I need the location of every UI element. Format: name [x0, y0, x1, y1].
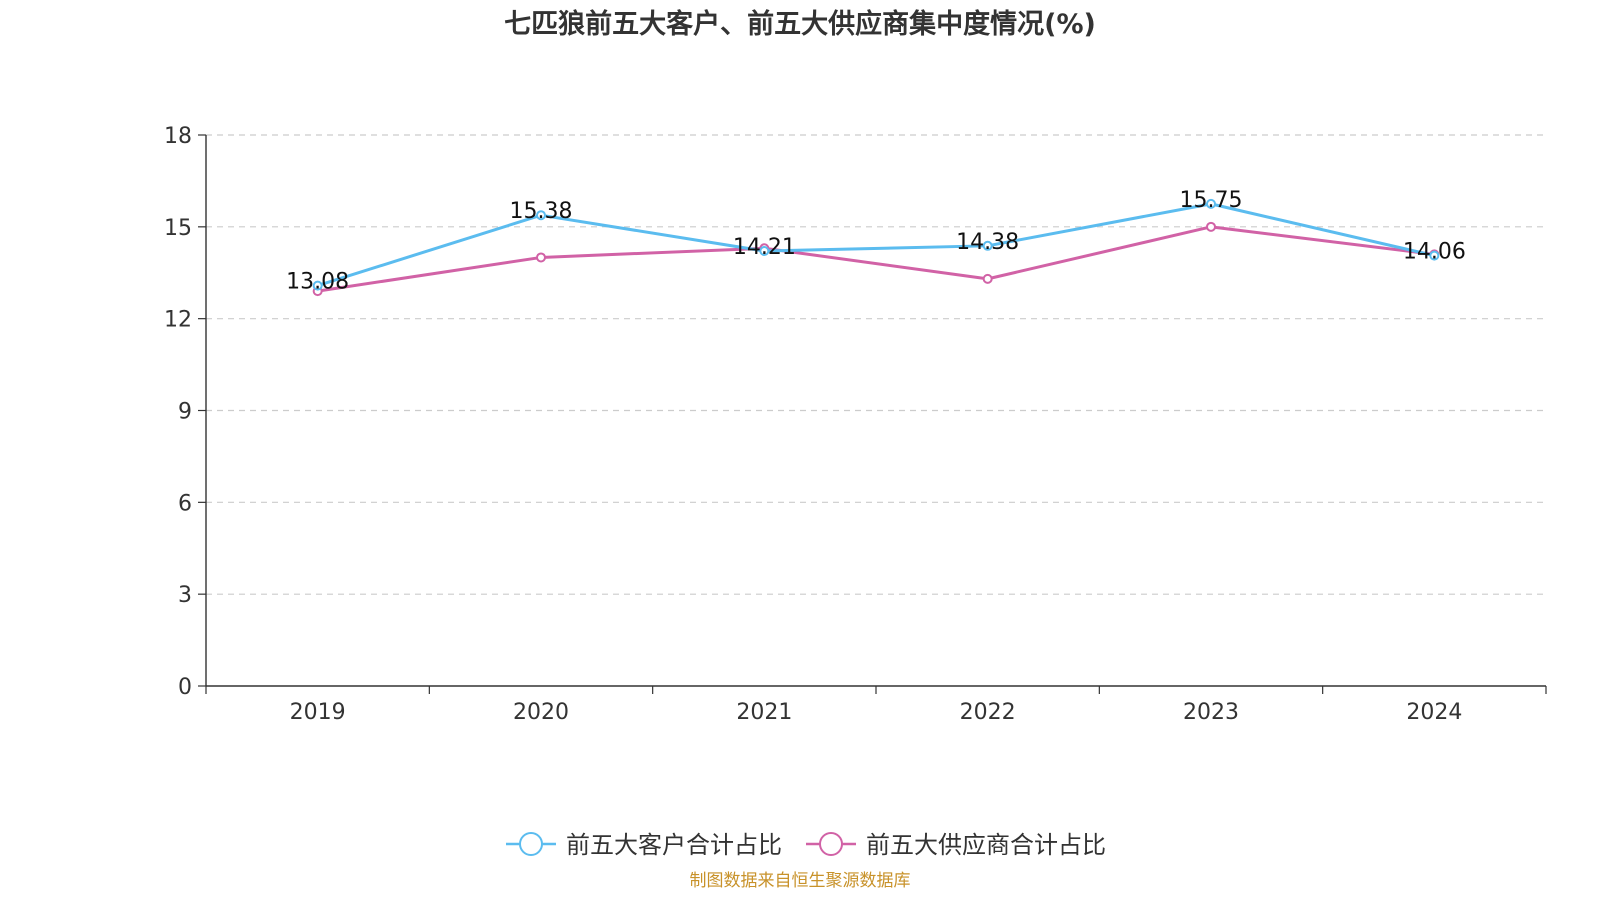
y-tick-label: 6: [178, 491, 192, 516]
legend-item[interactable]: 前五大供应商合计占比: [806, 831, 1106, 859]
data-point: [1429, 250, 1440, 261]
y-axis-ticks: 0 3 6 9 12 15 18: [164, 124, 192, 700]
legend-label: 前五大供应商合计占比: [866, 831, 1106, 859]
x-tick-label: 2024: [1406, 700, 1462, 725]
grid-lines: [206, 134, 1546, 595]
legend[interactable]: 前五大客户合计占比 前五大供应商合计占比: [506, 831, 1106, 859]
legend-item[interactable]: 前五大客户合计占比: [506, 831, 782, 859]
series-line: [317, 225, 1435, 293]
y-tick-label: 9: [178, 400, 192, 425]
y-tick-label: 0: [178, 675, 192, 700]
data-point: [536, 210, 546, 221]
x-tick-label: 2022: [960, 700, 1016, 725]
data-point: [982, 240, 993, 251]
x-tick-label: 2020: [513, 700, 569, 725]
data-point: [1206, 198, 1216, 209]
x-tick-label: 2019: [290, 700, 346, 725]
data-point: [312, 280, 323, 291]
data-label: 14.21: [733, 235, 796, 260]
series-line: [317, 202, 1435, 288]
data-point: [1206, 221, 1216, 232]
data-label: 13.08: [286, 270, 349, 295]
data-label: 15.38: [510, 199, 573, 224]
data-label: 14.06: [1403, 240, 1466, 265]
legend-marker-icon: [519, 832, 543, 856]
data-point: [759, 246, 770, 257]
x-axis-ticks: 2019 2020 2021 2022 2023 2024: [290, 700, 1463, 725]
data-point: [982, 273, 993, 284]
axes: [198, 134, 1547, 694]
y-tick-label: 12: [164, 308, 192, 333]
chart-title: 七匹狼前五大客户、前五大供应商集中度情况(%): [504, 8, 1096, 40]
data-labels: 13.08 15.38 14.21 14.38 15.75 14.06: [286, 188, 1466, 295]
data-label: 15.75: [1180, 188, 1243, 213]
x-tick-label: 2023: [1183, 700, 1239, 725]
x-tick-label: 2021: [736, 700, 792, 725]
legend-label: 前五大客户合计占比: [566, 831, 782, 859]
y-tick-label: 18: [164, 124, 192, 149]
y-tick-label: 3: [178, 583, 192, 608]
source-note: 制图数据来自恒生聚源数据库: [690, 871, 911, 891]
data-label: 14.38: [956, 230, 1019, 255]
series-layer: [312, 198, 1440, 297]
y-tick-label: 15: [164, 216, 192, 241]
data-point: [536, 252, 546, 263]
legend-marker-icon: [819, 832, 843, 856]
